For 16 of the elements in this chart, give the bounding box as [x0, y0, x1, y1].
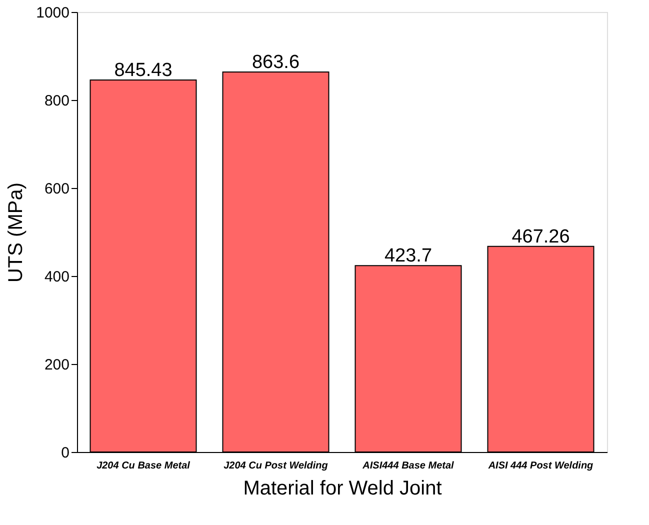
y-axis-title: UTS (MPa) — [5, 182, 28, 282]
y-tick-label: 800 — [44, 92, 70, 110]
x-tick-label: AISI444 Base Metal — [362, 460, 454, 472]
x-tick-label: J204 Cu Base Metal — [96, 460, 190, 472]
y-tick-label: 1000 — [36, 4, 70, 22]
y-tick-label: 400 — [44, 268, 70, 286]
x-tick-label: AISI 444 Post Welding — [487, 460, 594, 472]
x-tick-label: J204 Cu Post Welding — [224, 460, 328, 472]
data-label: 863.6 — [252, 52, 300, 74]
y-tick-label: 600 — [44, 180, 70, 198]
data-label: 467.26 — [512, 226, 570, 248]
x-axis-title: Material for Weld Joint — [243, 478, 442, 500]
data-label: 845.43 — [114, 60, 172, 82]
y-tick-label: 200 — [44, 356, 70, 374]
data-label: 423.7 — [384, 246, 432, 267]
y-tick-label: 0 — [61, 444, 70, 462]
